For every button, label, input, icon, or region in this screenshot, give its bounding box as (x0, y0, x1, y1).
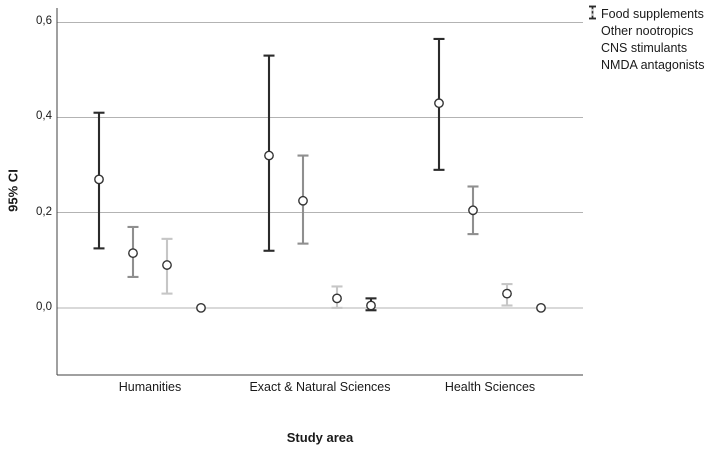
errorbar-glyph-icon (588, 5, 597, 38)
x-category-label: Health Sciences (444, 380, 536, 394)
y-tick-label: 0,6 (36, 15, 52, 28)
errorbar-glyph-icon (588, 5, 597, 72)
legend-item: Other nootropics (588, 5, 705, 39)
errorbar-glyph-icon (588, 5, 597, 55)
legend-label: Food supplements (601, 6, 704, 21)
y-axis-title: 95% CI (5, 169, 21, 212)
x-category-label: Humanities (118, 380, 182, 394)
legend: Food supplements Other nootropics CNS st… (588, 5, 705, 73)
y-tick-label: 0,2 (36, 205, 52, 218)
legend-label: Other nootropics (601, 23, 694, 38)
legend-item: CNS stimulants (588, 5, 705, 56)
legend-item: NMDA antagonists (588, 5, 705, 73)
legend-item: Food supplements (588, 5, 705, 22)
legend-label: CNS stimulants (601, 40, 688, 55)
y-tick-label: 0,0 (36, 300, 52, 313)
x-axis-title: Study area (286, 430, 354, 445)
x-category-label: Exact & Natural Sciences (249, 380, 391, 394)
y-tick-label: 0,4 (36, 110, 52, 123)
legend-label: NMDA antagonists (601, 57, 705, 72)
